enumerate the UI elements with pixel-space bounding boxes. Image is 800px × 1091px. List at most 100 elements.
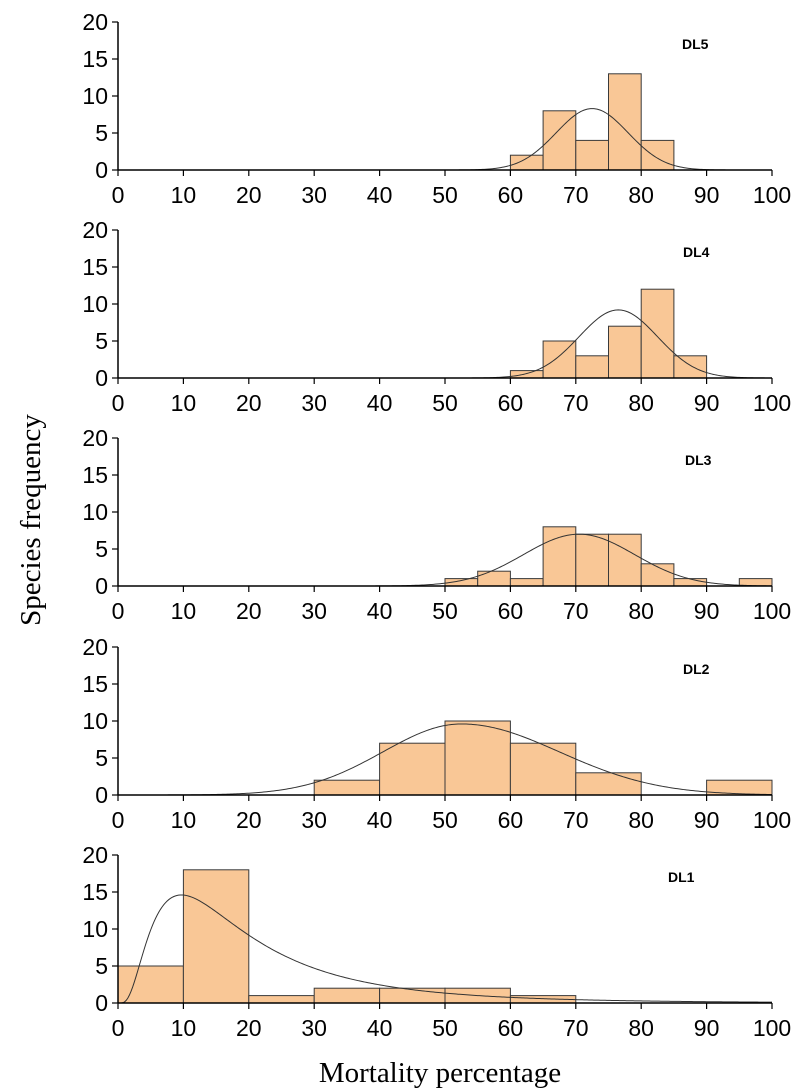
- x-tick-label: 80: [628, 1015, 654, 1041]
- histogram-bar: [248, 995, 315, 1004]
- histogram-bar: [673, 355, 708, 379]
- x-tick-label: 90: [694, 390, 720, 416]
- x-tick-label: 90: [694, 182, 720, 208]
- x-tick-label: 30: [301, 1015, 327, 1041]
- y-tick-label: 5: [95, 328, 108, 354]
- histogram-bar: [313, 987, 381, 1004]
- x-tick-label: 90: [694, 598, 720, 624]
- x-tick-label: 50: [432, 390, 458, 416]
- x-tick-label: 60: [498, 390, 524, 416]
- x-tick-label: 20: [236, 182, 262, 208]
- fitted-curve: [117, 723, 773, 796]
- x-tick-label: 50: [432, 598, 458, 624]
- y-tick-label: 10: [82, 291, 108, 317]
- x-tick-label: 60: [498, 1015, 524, 1041]
- x-tick-label: 50: [432, 807, 458, 833]
- x-tick-label: 100: [753, 1015, 791, 1041]
- y-tick-label: 20: [82, 425, 108, 451]
- x-tick-label: 80: [628, 390, 654, 416]
- y-tick-label: 5: [95, 953, 108, 979]
- histogram-bar: [182, 869, 250, 1004]
- histogram-bar: [509, 578, 544, 587]
- histogram-bar: [509, 370, 544, 379]
- x-tick-label: 20: [236, 807, 262, 833]
- histogram-bar: [542, 526, 577, 587]
- y-tick-label: 15: [82, 46, 108, 72]
- x-tick-label: 30: [301, 390, 327, 416]
- x-tick-label: 70: [563, 598, 589, 624]
- histogram-bar: [444, 720, 511, 796]
- histogram-bar: [477, 570, 511, 587]
- histogram-bar: [575, 139, 609, 171]
- x-tick-label: 10: [171, 390, 197, 416]
- panel-label: DL2: [683, 661, 710, 677]
- y-tick-label: 0: [95, 782, 108, 808]
- x-tick-label: 60: [498, 598, 524, 624]
- y-tick-label: 20: [82, 9, 108, 35]
- y-tick-label: 10: [82, 708, 108, 734]
- x-tick-label: 60: [498, 807, 524, 833]
- histogram-bar: [379, 742, 446, 796]
- histogram-bar: [608, 73, 642, 171]
- x-tick-label: 10: [171, 1015, 197, 1041]
- x-tick-label: 40: [367, 182, 393, 208]
- x-tick-label: 0: [112, 390, 125, 416]
- y-tick-label: 15: [82, 254, 108, 280]
- y-tick-label: 10: [82, 83, 108, 109]
- x-tick-label: 70: [563, 807, 589, 833]
- y-tick-label: 0: [95, 990, 108, 1016]
- x-tick-label: 30: [301, 807, 327, 833]
- x-tick-label: 100: [753, 598, 791, 624]
- y-tick-label: 20: [82, 634, 108, 660]
- x-tick-label: 50: [432, 182, 458, 208]
- x-tick-label: 70: [563, 182, 589, 208]
- histogram-bar: [608, 325, 642, 379]
- x-tick-label: 40: [367, 598, 393, 624]
- panel-label: DL5: [682, 36, 709, 52]
- y-tick-label: 15: [82, 879, 108, 905]
- panel-dl3: 0 5 10 15 20 0 10 20 30 40 50 60 70 80 90 100 DL3: [82, 425, 791, 624]
- y-tick-label: 10: [82, 499, 108, 525]
- x-tick-label: 0: [112, 598, 125, 624]
- x-tick-label: 20: [236, 1015, 262, 1041]
- x-tick-label: 70: [563, 1015, 589, 1041]
- x-tick-label: 70: [563, 390, 589, 416]
- x-tick-label: 0: [112, 182, 125, 208]
- x-tick-label: 100: [753, 390, 791, 416]
- y-tick-label: 0: [95, 573, 108, 599]
- y-tick-label: 0: [95, 157, 108, 183]
- fitted-curve: [118, 894, 772, 1004]
- panel-dl4: 0 5 10 15 20 0 10 20 30 40 50 60 70 80 90 100 DL4: [82, 217, 791, 416]
- x-tick-label: 0: [112, 1015, 125, 1041]
- histogram-bar: [640, 139, 675, 171]
- y-tick-label: 15: [82, 462, 108, 488]
- y-tick-label: 5: [95, 745, 108, 771]
- x-tick-label: 100: [753, 807, 791, 833]
- x-tick-label: 80: [628, 182, 654, 208]
- panel-dl1: 0 5 10 15 20 0 10 20 30 40 50 60 70 80 90 100 DL1: [82, 842, 791, 1041]
- y-axis-title: Species frequency: [15, 414, 47, 626]
- x-tick-label: 60: [498, 182, 524, 208]
- y-tick-label: 20: [82, 217, 108, 243]
- histogram-bar: [640, 288, 675, 379]
- panel-label: DL1: [668, 869, 695, 885]
- x-tick-label: 80: [628, 807, 654, 833]
- histogram-bar: [575, 355, 609, 379]
- histogram-bar: [673, 578, 708, 587]
- panel-label: DL3: [685, 452, 712, 468]
- x-axis-title: Mortality percentage: [319, 1057, 561, 1089]
- panel-label: DL4: [683, 244, 710, 260]
- x-tick-label: 80: [628, 598, 654, 624]
- x-tick-label: 40: [367, 1015, 393, 1041]
- y-tick-label: 5: [95, 120, 108, 146]
- histogram-bar: [575, 772, 642, 796]
- histogram-bar: [509, 742, 577, 796]
- y-tick-label: 0: [95, 365, 108, 391]
- x-tick-label: 0: [112, 807, 125, 833]
- histogram-bar: [542, 340, 577, 379]
- x-tick-label: 50: [432, 1015, 458, 1041]
- x-tick-label: 90: [694, 807, 720, 833]
- x-tick-label: 90: [694, 1015, 720, 1041]
- x-tick-label: 10: [171, 598, 197, 624]
